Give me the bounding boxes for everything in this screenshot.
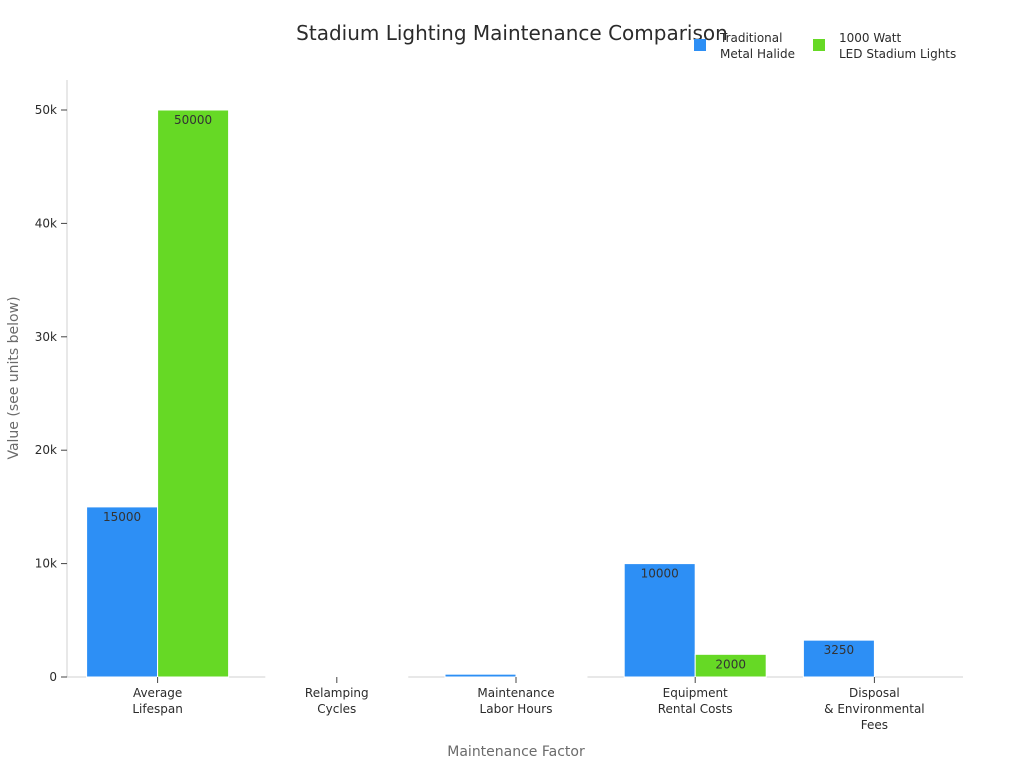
- y-axis-title: Value (see units below): [6, 296, 22, 459]
- x-tick-label-line: Rental Costs: [658, 702, 733, 716]
- bar-metal-halide-2[interactable]: [444, 673, 517, 678]
- y-tick-label: 20k: [35, 443, 57, 457]
- x-tick-label-line: Disposal: [849, 686, 900, 700]
- x-tick-label: Maintenance Labor Hours: [477, 686, 554, 716]
- x-tick-label-line: Cycles: [317, 702, 356, 716]
- x-axis-title: Maintenance Factor: [447, 744, 585, 760]
- x-tick-label-line: Equipment: [663, 686, 728, 700]
- x-tick-label: Disposal & Environmental Fees: [824, 686, 924, 732]
- x-tick-label-line: Labor Hours: [480, 702, 553, 716]
- bar-metal-halide-4[interactable]: [802, 639, 875, 678]
- x-tick-label-line: Maintenance: [477, 686, 554, 700]
- data-label: 3250: [824, 643, 855, 657]
- data-label: 50000: [174, 113, 212, 127]
- y-tick-label: 40k: [35, 216, 57, 230]
- legend-item-led[interactable]: 1000 Watt LED Stadium Lights: [813, 31, 956, 61]
- legend-swatch: [813, 39, 825, 51]
- bar-led-3[interactable]: [694, 653, 767, 678]
- y-tick-label: 30k: [35, 330, 57, 344]
- legend-label-line: 1000 Watt: [839, 31, 902, 45]
- legend-label: 1000 Watt LED Stadium Lights: [839, 31, 956, 61]
- legend-label-line: Metal Halide: [720, 47, 795, 61]
- x-tick-label-line: Average: [133, 686, 182, 700]
- x-tick-label-line: Lifespan: [132, 702, 182, 716]
- x-tick-label: Equipment Rental Costs: [658, 686, 733, 716]
- legend-item-metal-halide[interactable]: Traditional Metal Halide: [694, 31, 795, 61]
- y-tick-label: 0: [49, 670, 57, 684]
- bar-led-0[interactable]: [157, 109, 230, 678]
- data-label: 15000: [103, 510, 141, 524]
- legend[interactable]: Traditional Metal Halide 1000 Watt LED Stad…: [694, 31, 956, 61]
- x-tick-labels: Average Lifespan Relamping Cycles Maintenanc…: [132, 677, 925, 732]
- bar-metal-halide-0[interactable]: [86, 506, 159, 678]
- y-tick-label: 50k: [35, 103, 57, 117]
- y-tick-labels: 0 10k 20k 30k 40k 50k: [35, 103, 67, 684]
- data-label: 2000: [715, 657, 746, 671]
- bars: 15000 50000 10000 2000 3250: [86, 109, 875, 678]
- x-tick-label-line: Relamping: [305, 686, 369, 700]
- data-label: 10000: [641, 567, 679, 581]
- legend-label-line: LED Stadium Lights: [839, 47, 956, 61]
- bar-metal-halide-3[interactable]: [623, 563, 696, 678]
- legend-label-line: Traditional: [719, 31, 782, 45]
- x-tick-label-line: Fees: [861, 718, 888, 732]
- y-tick-label: 10k: [35, 557, 57, 571]
- bar-led-2[interactable]: [515, 675, 588, 678]
- legend-label: Traditional Metal Halide: [719, 31, 795, 61]
- x-tick-label: Average Lifespan: [132, 686, 182, 716]
- x-tick-label-line: & Environmental: [824, 702, 924, 716]
- x-tick-label: Relamping Cycles: [305, 686, 369, 716]
- legend-swatch: [694, 39, 706, 51]
- chart-title: Stadium Lighting Maintenance Comparison: [296, 21, 728, 45]
